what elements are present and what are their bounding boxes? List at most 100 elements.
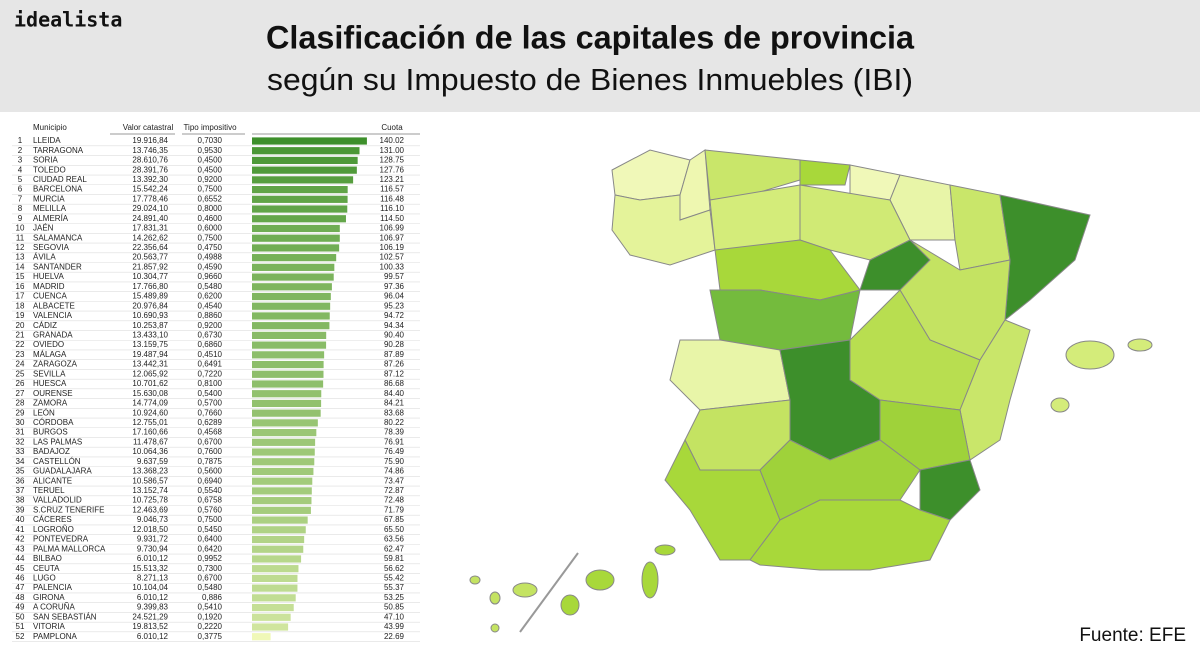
valor-catastral: 6.010,12 — [137, 593, 169, 602]
bar — [252, 623, 289, 631]
map-region — [611, 149, 691, 201]
map-island — [654, 544, 676, 556]
municipio: LLEIDA — [33, 136, 61, 145]
municipio: LOGROÑO — [33, 525, 74, 534]
tipo-impositivo: 0,7500 — [198, 233, 223, 242]
map-region — [704, 149, 801, 201]
tipo-impositivo: 0,5540 — [198, 486, 223, 495]
tipo-impositivo: 0,4568 — [198, 428, 223, 437]
bar — [252, 166, 357, 174]
rank: 26 — [16, 379, 25, 388]
tipo-impositivo: 0,4540 — [198, 301, 223, 310]
valor-catastral: 10.304,77 — [132, 272, 168, 281]
cuota: 86.68 — [384, 379, 405, 388]
tipo-impositivo: 0,5700 — [198, 399, 223, 408]
rank: 29 — [16, 408, 25, 417]
cuota: 56.62 — [384, 564, 405, 573]
cuota: 128.75 — [380, 156, 405, 165]
valor-catastral: 9.637,59 — [137, 457, 169, 466]
cuota: 94.72 — [384, 311, 405, 320]
bar — [252, 176, 354, 184]
valor-catastral: 20.563,77 — [132, 253, 168, 262]
valor-catastral: 13.442,31 — [132, 360, 168, 369]
valor-catastral: 17.778,46 — [132, 194, 168, 203]
bar — [252, 584, 298, 592]
tipo-impositivo: 0,9660 — [198, 272, 223, 281]
valor-catastral: 12.755,01 — [132, 418, 168, 427]
municipio: BURGOS — [33, 428, 68, 437]
rank: 13 — [16, 253, 25, 262]
bar — [252, 254, 337, 262]
map-region — [999, 194, 1091, 322]
map-region — [749, 499, 951, 571]
bar — [252, 341, 327, 349]
rank: 46 — [16, 574, 25, 583]
rank: 14 — [16, 262, 25, 271]
bar — [252, 419, 318, 427]
municipio: PONTEVEDRA — [33, 535, 89, 544]
municipio: CÁCERES — [33, 515, 72, 524]
bar — [252, 535, 305, 544]
valor-catastral: 10.701,62 — [132, 379, 168, 388]
cuota: 116.48 — [380, 194, 404, 203]
rank: 45 — [16, 564, 25, 573]
bar — [252, 487, 312, 495]
map-region — [889, 174, 956, 241]
tipo-impositivo: 0,4988 — [198, 253, 223, 262]
tipo-impositivo: 0,886 — [202, 593, 223, 602]
column-header: Tipo impositivo — [183, 123, 237, 132]
bar — [252, 302, 331, 310]
bar — [252, 312, 330, 320]
cuota: 72.48 — [384, 496, 405, 505]
bar — [252, 331, 327, 339]
municipio: LAS PALMAS — [33, 437, 82, 446]
valor-catastral: 10.690,93 — [132, 311, 168, 320]
bar — [252, 497, 312, 505]
valor-catastral: 13.159,75 — [132, 340, 168, 349]
bar — [252, 438, 316, 446]
tipo-impositivo: 0,9530 — [198, 146, 223, 155]
municipio: SANTANDER — [33, 262, 82, 271]
bar — [252, 477, 313, 485]
cuota: 99.57 — [384, 272, 405, 281]
cuota: 127.76 — [380, 165, 405, 174]
tipo-impositivo: 0,7600 — [198, 447, 223, 456]
valor-catastral: 9.931,72 — [137, 535, 169, 544]
rank: 32 — [16, 437, 25, 446]
valor-catastral: 13.392,30 — [132, 175, 168, 184]
cuota: 65.50 — [384, 525, 405, 534]
bar — [252, 429, 317, 437]
rank: 31 — [16, 428, 25, 437]
municipio: VITORIA — [33, 622, 66, 631]
valor-catastral: 9.046,73 — [137, 515, 169, 524]
cuota: 87.89 — [384, 350, 405, 359]
cuota: 87.12 — [384, 369, 405, 378]
rank: 25 — [16, 369, 25, 378]
bar — [252, 516, 308, 524]
municipio: TERUEL — [33, 486, 65, 495]
subtitle: según su Impuesto de Bienes Inmuebles (I… — [267, 62, 913, 97]
tipo-impositivo: 0,6700 — [198, 574, 223, 583]
valor-catastral: 10.064,36 — [132, 447, 168, 456]
tipo-impositivo: 0,3775 — [198, 632, 223, 641]
valor-catastral: 12.018,50 — [132, 525, 168, 534]
tipo-impositivo: 0,5480 — [198, 583, 223, 592]
bar — [252, 458, 315, 466]
rank: 9 — [18, 214, 23, 223]
cuota: 71.79 — [384, 505, 405, 514]
tipo-impositivo: 0,5410 — [198, 603, 223, 612]
cuota: 90.40 — [384, 331, 405, 340]
cuota: 106.19 — [380, 243, 405, 252]
bar — [252, 224, 340, 233]
valor-catastral: 10.104,04 — [132, 583, 168, 592]
bar — [252, 292, 331, 301]
cuota: 94.34 — [384, 321, 405, 330]
rank: 4 — [18, 165, 23, 174]
tipo-impositivo: 0,5600 — [198, 467, 223, 476]
rank: 24 — [16, 360, 25, 369]
municipio: SORIA — [33, 156, 59, 165]
map-island — [469, 575, 481, 585]
municipio: VALENCIA — [33, 311, 73, 320]
bar — [252, 565, 299, 573]
